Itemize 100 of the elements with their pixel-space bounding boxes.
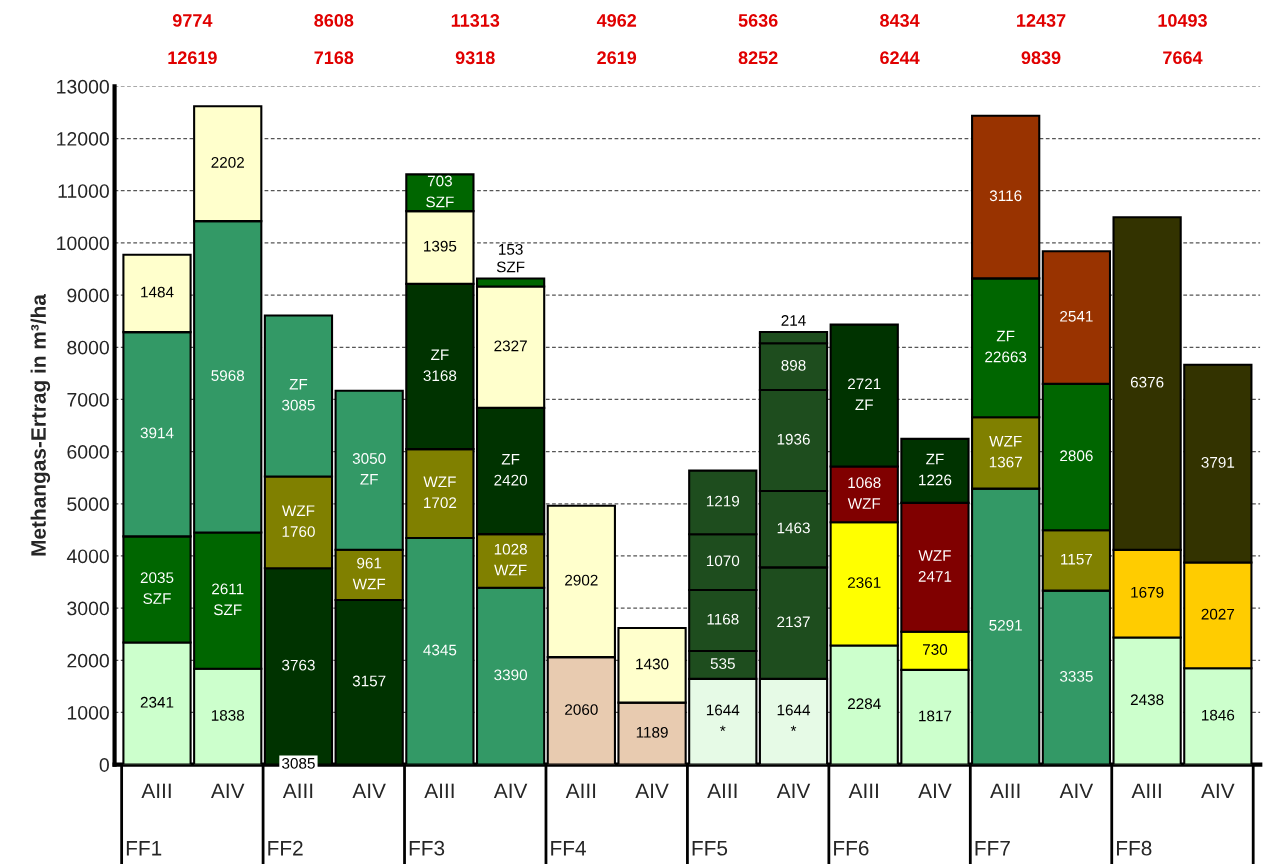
annotation: 3085 <box>282 757 315 769</box>
y-tick-label: 3000 <box>67 601 109 616</box>
category-label: AIII FF3 <box>409 783 454 856</box>
data-label: WZF 2471 <box>918 550 952 582</box>
category-label: AIII FF5 <box>692 783 737 856</box>
data-label: 1817 <box>919 710 952 722</box>
y-tick-label: 5000 <box>67 497 109 512</box>
data-label: 2361 <box>848 577 881 588</box>
text: 9774 <box>172 14 213 27</box>
data-label: 1936 <box>777 433 810 445</box>
data-label: 1219 <box>706 495 740 507</box>
data-label: 2137 <box>777 616 810 628</box>
x-tick-label: AIV <box>776 783 811 798</box>
data-label: 6376 <box>1130 376 1164 388</box>
category-label: AIII FF7 <box>975 783 1020 856</box>
data-label: 3157 <box>352 675 386 687</box>
data-label: 1679 <box>1131 586 1164 598</box>
data-label: 1430 <box>636 658 669 670</box>
data-label: ZF 3168 <box>423 349 457 382</box>
y-tick-label: 4000 <box>66 549 109 564</box>
data-label: 5968 <box>211 370 245 381</box>
data-label: 2541 <box>1060 310 1093 322</box>
data-label: 2341 <box>140 696 174 708</box>
data-label: 153 SZF <box>496 243 525 273</box>
y-tick-label: 13000 <box>57 79 109 94</box>
data-label: 5291 <box>989 619 1022 631</box>
data-label: 2611 SZF <box>212 583 244 616</box>
data-label: 1028 WZF <box>494 543 527 576</box>
x-tick-label: AIV <box>352 783 386 798</box>
data-label: 2902 <box>565 574 598 586</box>
data-label: 2027 <box>1201 608 1235 620</box>
text: 7664 <box>1163 51 1203 65</box>
data-label: 1463 <box>777 522 810 534</box>
data-label: 1484 <box>141 286 174 298</box>
y-tick-label: 6000 <box>67 445 109 459</box>
y-tick-label: 2000 <box>67 653 109 668</box>
x-tick-label: AIV <box>1201 783 1235 798</box>
x-tick-label: AIV <box>210 783 245 798</box>
y-tick-label: 11000 <box>58 184 109 198</box>
y-tick-label: 7000 <box>67 392 109 407</box>
text: 8434 <box>880 14 920 27</box>
text: 6244 <box>880 51 920 65</box>
category-label: AIII FF8 <box>1117 783 1161 856</box>
text: 8608 <box>314 14 354 27</box>
text: 8252 <box>738 51 778 65</box>
x-tick-label: AIV <box>1059 783 1094 798</box>
data-label: 4345 <box>423 644 457 656</box>
text: 10493 <box>1158 14 1207 27</box>
data-label: 1846 <box>1202 709 1235 721</box>
data-label: 1395 <box>424 240 457 252</box>
data-label: 1070 <box>706 555 740 567</box>
text: 12619 <box>168 51 217 65</box>
data-label: WZF 1760 <box>281 505 315 537</box>
text: 4962 <box>596 14 637 27</box>
category-label: AIII FF2 <box>268 783 313 856</box>
data-label: 214 <box>781 315 806 326</box>
data-label: 2721 ZF <box>848 378 881 410</box>
data-label: 1168 <box>707 613 739 625</box>
data-label: 2035 SZF <box>140 572 174 604</box>
data-label: ZF 2420 <box>494 454 528 486</box>
text: 7168 <box>314 51 354 65</box>
y-tick-label: 8000 <box>67 340 109 355</box>
y-tick-label: 0 <box>99 758 109 772</box>
text: 5636 <box>738 14 778 27</box>
data-label: 2060 <box>565 704 598 715</box>
x-tick-label: AIV <box>918 783 952 798</box>
data-label: 2806 <box>1060 450 1093 462</box>
data-label: ZF 3085 <box>282 379 315 411</box>
data-label: 1838 <box>211 709 245 721</box>
category-label: AIII FF1 <box>126 783 171 856</box>
data-label: 2327 <box>494 340 527 352</box>
text: 9318 <box>455 51 495 65</box>
data-label: WZF 1702 <box>423 476 457 509</box>
data-label: 3914 <box>140 427 174 439</box>
data-label: 3116 <box>989 190 1022 202</box>
x-tick-label: AIV <box>635 783 669 798</box>
data-label: 730 <box>922 644 948 655</box>
text: 9839 <box>1021 51 1061 65</box>
data-label: 535 <box>710 658 735 670</box>
data-label: 898 <box>781 359 806 371</box>
category-label: AIII FF6 <box>834 783 878 856</box>
text: 12437 <box>1017 14 1066 27</box>
data-label: WZF 1367 <box>989 435 1022 468</box>
data-label: 2284 <box>848 698 881 710</box>
data-label: ZF 1226 <box>919 453 952 486</box>
y-tick-label: 10000 <box>57 236 109 251</box>
y-tick-label: 9000 <box>67 288 109 303</box>
data-label: 1068 WZF <box>847 477 881 509</box>
data-label: ZF 22663 <box>985 330 1027 363</box>
y-axis-title: Methangas-Ertrag in m³/ha <box>30 294 51 556</box>
data-label: 1644 * <box>706 704 740 731</box>
y-tick-label: 1000 <box>67 705 109 720</box>
data-label: 1644 * <box>777 704 811 731</box>
data-label: 3390 <box>494 669 528 681</box>
text: 2619 <box>597 51 637 65</box>
data-label: 3791 <box>1201 456 1235 468</box>
data-label: 2202 <box>211 157 244 168</box>
data-label: 3763 <box>282 659 315 671</box>
data-label: 961 WZF <box>352 557 386 590</box>
data-label: 1189 <box>636 726 668 738</box>
